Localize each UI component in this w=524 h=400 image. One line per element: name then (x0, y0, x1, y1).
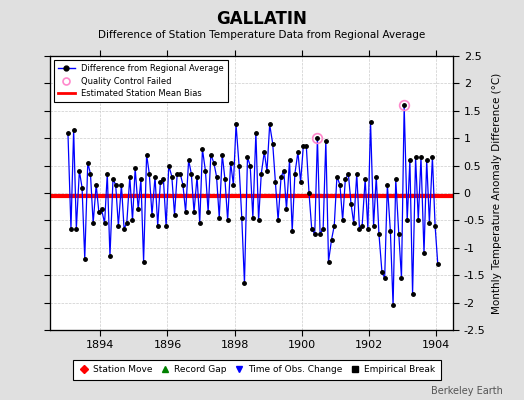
Text: GALLATIN: GALLATIN (216, 10, 308, 28)
Text: Difference of Station Temperature Data from Regional Average: Difference of Station Temperature Data f… (99, 30, 425, 40)
Legend: Difference from Regional Average, Quality Control Failed, Estimated Station Mean: Difference from Regional Average, Qualit… (54, 60, 228, 102)
Legend: Station Move, Record Gap, Time of Obs. Change, Empirical Break: Station Move, Record Gap, Time of Obs. C… (73, 360, 441, 380)
Text: Berkeley Earth: Berkeley Earth (431, 386, 503, 396)
Y-axis label: Monthly Temperature Anomaly Difference (°C): Monthly Temperature Anomaly Difference (… (493, 72, 503, 314)
